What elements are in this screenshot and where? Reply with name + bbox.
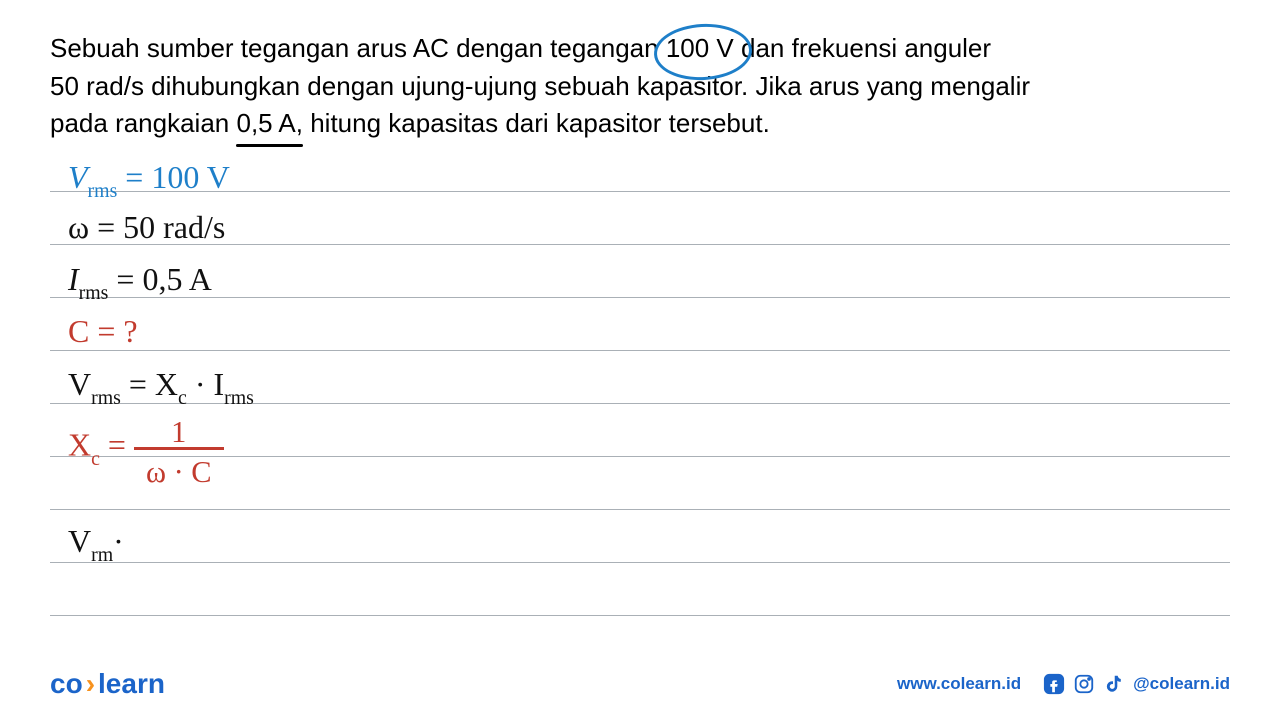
handwritten-text: V [68,523,91,559]
logo-caret: › [86,668,95,699]
problem-line3-pre: pada rangkaian [50,108,236,138]
ruled-line [50,456,1230,457]
handwritten-text: V [68,366,91,402]
handwritten-text: = [100,426,134,462]
fraction-denominator: ω · C [134,447,224,490]
handwritten-row-1: ω = 50 rad/s [68,209,225,246]
handwritten-text: V [68,159,88,195]
notebook-area: Vrms = 100 V ω = 50 rad/s Irms = 0,5 A C = … [50,161,1230,641]
fraction: 1ω · C [134,417,224,491]
problem-line3-post: hitung kapasitas dari kapasitor tersebut… [303,108,770,138]
fraction-numerator: 1 [134,417,224,447]
handwritten-text: c [91,448,100,470]
handwritten-text: C = ? [68,313,138,349]
handwritten-row-6: Vrm· [68,523,124,565]
handwritten-text: I [68,261,79,297]
problem-line1-post: dan frekuensi anguler [734,33,991,63]
handwritten-text: rms [91,387,121,409]
ruled-line [50,615,1230,616]
handwritten-text: · [113,523,124,559]
handwritten-text: c [178,387,187,409]
ruled-line [50,562,1230,563]
logo-text-learn: learn [98,668,165,699]
handwritten-text: ω = 50 rad/s [68,209,225,245]
problem-statement: Sebuah sumber tegangan arus AC dengan te… [50,30,1230,143]
ruled-line [50,509,1230,510]
footer-right: www.colearn.id [897,673,1230,695]
handwritten-row-5: Xc = 1ω · C [68,411,224,485]
underlined-value: 0,5 A, [236,105,303,143]
problem-line2: 50 rad/s dihubungkan dengan ujung-ujung … [50,68,1230,106]
instagram-icon [1073,673,1095,695]
handwritten-row-0: Vrms = 100 V [68,159,230,201]
handwritten-row-4: Vrms = Xc · Irms [68,366,254,408]
handwritten-text: rms [224,387,254,409]
handwritten-row-2: Irms = 0,5 A [68,261,212,303]
footer: co›learn www.colearn.id [50,668,1230,700]
handwritten-text: = 0,5 A [108,261,211,297]
social-handle: @colearn.id [1133,674,1230,694]
handwritten-text: = 100 V [117,159,230,195]
handwritten-text: rms [79,282,109,304]
handwritten-row-3: C = ? [68,313,138,350]
facebook-icon [1043,673,1065,695]
handwritten-text: X [68,426,91,462]
handwritten-text: rm [91,544,113,566]
ruled-line [50,350,1230,351]
tiktok-icon [1103,673,1125,695]
logo-text-co: co [50,668,83,699]
social-icons: @colearn.id [1043,673,1230,695]
circled-value: 100 V [666,30,734,68]
brand-logo: co›learn [50,668,165,700]
ruled-line [50,244,1230,245]
handwritten-text: rms [88,180,118,202]
ruled-line [50,297,1230,298]
footer-url: www.colearn.id [897,674,1021,694]
problem-line1-pre: Sebuah sumber tegangan arus AC dengan te… [50,33,666,63]
handwritten-text: · I [187,366,224,402]
handwritten-text: = X [121,366,178,402]
